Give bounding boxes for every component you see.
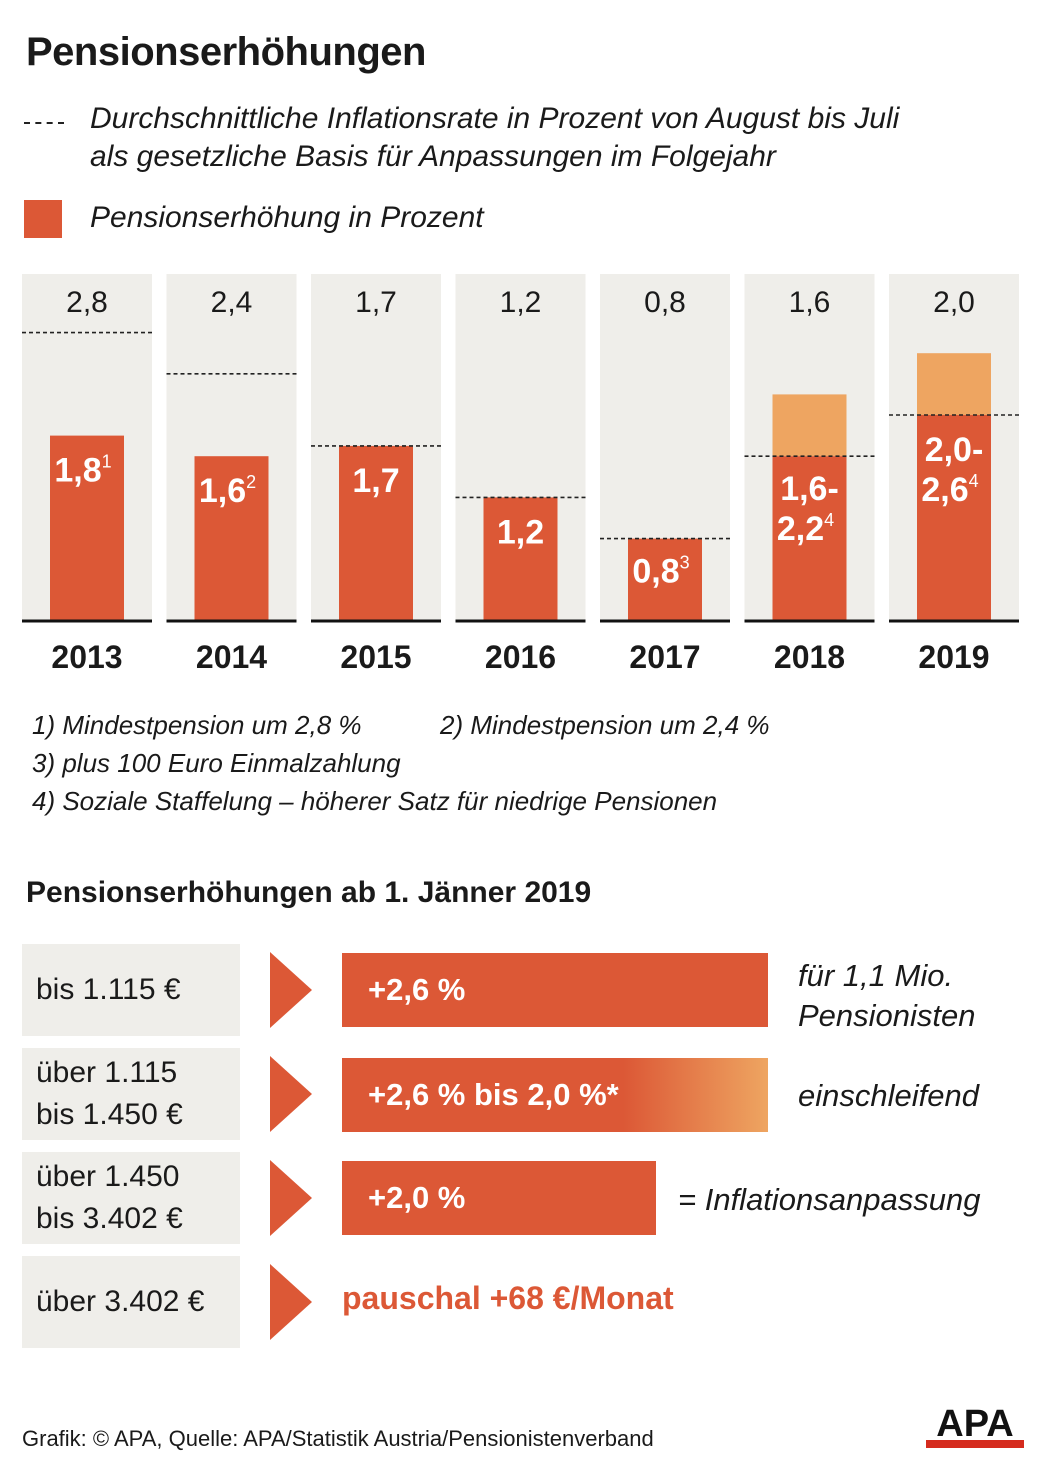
bar-label-2017: 0,83 xyxy=(632,553,689,591)
legend-dashed-line-icon xyxy=(24,122,64,124)
bar-label-2019: 2,0-2,64 xyxy=(921,431,983,509)
row-2-value: +2,6 % bis 2,0 %* xyxy=(368,1077,619,1112)
source-credit: Grafik: © APA, Quelle: APA/Statistik Aus… xyxy=(22,1426,654,1451)
row-4-arrow-icon xyxy=(270,1264,312,1340)
row-2-arrow-icon xyxy=(270,1056,312,1132)
year-label-2019: 2019 xyxy=(918,639,989,675)
year-label-2015: 2015 xyxy=(340,639,411,675)
bar-label-2015: 1,7 xyxy=(352,462,399,500)
year-label-2014: 2014 xyxy=(196,639,267,675)
row-2-bar: +2,6 % bis 2,0 %* xyxy=(342,1058,768,1132)
legend-inflation-text-line2: als gesetzliche Basis für Anpassungen im… xyxy=(90,140,776,173)
footnote-1: 1) Mindestpension um 2,8 % xyxy=(32,710,362,740)
bar-label-2013: 1,81 xyxy=(54,452,111,490)
legend-increase-text: Pensionserhöhung in Prozent xyxy=(90,201,484,234)
row-1-bar: +2,6 % xyxy=(342,953,768,1027)
legend-bar-swatch-icon xyxy=(24,200,62,238)
row-4-label-text: über 3.402 € xyxy=(36,1285,205,1318)
bar-2015 xyxy=(339,445,413,621)
row-1-label: bis 1.115 € xyxy=(22,944,240,1036)
footnote-3: 3) plus 100 Euro Einmalzahlung xyxy=(32,748,401,778)
bar-2013 xyxy=(50,435,124,621)
inflation-label-2016: 1,2 xyxy=(500,286,542,319)
row-1-note-line2: Pensionisten xyxy=(798,998,976,1033)
bar-label-2014: 1,62 xyxy=(199,472,256,510)
bar-2018 xyxy=(772,456,847,621)
page-title: Pensionserhöhungen xyxy=(26,30,426,74)
inflation-label-2017: 0,8 xyxy=(644,286,686,319)
row-1-value: +2,6 % xyxy=(368,972,466,1007)
row-4-value: pauschal +68 €/Monat xyxy=(342,1280,674,1316)
apa-logo-stripe xyxy=(926,1440,1024,1448)
inflation-label-2014: 2,4 xyxy=(211,286,253,319)
year-label-2017: 2017 xyxy=(629,639,700,675)
inflation-label-2018: 1,6 xyxy=(789,286,831,319)
row-3-label-line1: über 1.450 xyxy=(36,1160,180,1193)
year-label-2013: 2013 xyxy=(51,639,122,675)
year-label-2016: 2016 xyxy=(485,639,556,675)
row-3-arrow-icon xyxy=(270,1160,312,1236)
row-3-label: über 1.450 bis 3.402 € xyxy=(22,1152,240,1244)
inflation-label-2015: 1,7 xyxy=(355,286,397,319)
bar-2019 xyxy=(917,415,991,621)
pension-bar-chart: 2,8 1,81 2013 2,4 1,62 2014 1,7 1,7 2015 1,2 1,2 20… xyxy=(22,274,1019,675)
row-2-label-line2: bis 1.450 € xyxy=(36,1098,183,1131)
apa-logo: APA xyxy=(926,1403,1024,1448)
bar-range-2019 xyxy=(917,353,991,415)
row-2-label-line1: über 1.115 xyxy=(36,1056,178,1089)
section-title: Pensionserhöhungen ab 1. Jänner 2019 xyxy=(26,876,592,909)
inflation-label-2019: 2,0 xyxy=(933,286,975,319)
legend-inflation-text-line1: Durchschnittliche Inflationsrate in Proz… xyxy=(90,102,900,135)
row-1-label-text: bis 1.115 € xyxy=(36,973,181,1006)
bar-2017 xyxy=(628,538,702,621)
inflation-label-2013: 2,8 xyxy=(66,286,108,319)
bar-2016 xyxy=(483,497,558,621)
bar-range-2018 xyxy=(772,394,847,457)
row-1-arrow-icon xyxy=(270,952,312,1028)
row-3-value: +2,0 % xyxy=(368,1180,466,1215)
row-1-note-line1: für 1,1 Mio. xyxy=(798,958,954,993)
row-2-label: über 1.115 bis 1.450 € xyxy=(22,1048,240,1140)
row-3-label-line2: bis 3.402 € xyxy=(36,1202,183,1235)
row-2-note: einschleifend xyxy=(798,1078,979,1113)
bar-label-2016: 1,2 xyxy=(497,513,544,551)
row-3-bar: +2,0 % xyxy=(342,1161,656,1235)
year-label-2018: 2018 xyxy=(774,639,845,675)
row-3-note: = Inflationsanpassung xyxy=(678,1182,981,1217)
apa-logo-text: APA xyxy=(936,1403,1013,1445)
bar-label-2018: 1,6-2,24 xyxy=(777,470,839,548)
footnote-4: 4) Soziale Staffelung – höherer Satz für… xyxy=(32,786,718,816)
row-4-label: über 3.402 € xyxy=(22,1256,240,1348)
footnote-2: 2) Mindestpension um 2,4 % xyxy=(440,710,770,740)
bar-2014 xyxy=(194,456,269,621)
